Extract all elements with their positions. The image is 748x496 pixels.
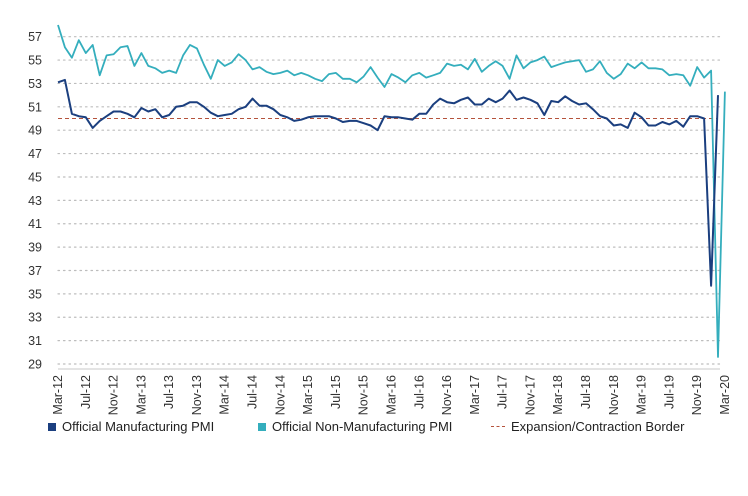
- x-tick-label: Jul-17: [496, 375, 510, 409]
- series-lines: [57, 24, 726, 358]
- y-tick-label: 37: [28, 264, 42, 278]
- x-tick-label: Mar-17: [468, 375, 482, 415]
- x-tick-label: Nov-15: [357, 375, 371, 415]
- x-tick-label: Mar-15: [301, 375, 315, 415]
- non-manufacturing-pmi-line: [57, 24, 726, 358]
- x-tick-label: Mar-14: [218, 375, 232, 415]
- x-tick-label: Nov-19: [690, 375, 704, 415]
- manufacturing-pmi-line: [57, 78, 719, 287]
- legend-label-non-manufacturing: Official Non-Manufacturing PMI: [272, 419, 453, 434]
- x-tick-label: Nov-13: [190, 375, 204, 415]
- y-tick-label: 53: [28, 77, 42, 91]
- x-axis-ticks: Mar-12 Jul-12 Nov-12 Mar-13 Jul-13 Nov-13 Mar-…: [51, 375, 732, 415]
- legend-item-manufacturing: Official Manufacturing PMI: [48, 419, 214, 434]
- x-tick-label: Jul-18: [579, 375, 593, 409]
- x-tick-label: Jul-12: [79, 375, 93, 409]
- chart-legend: Official Manufacturing PMI Official Non-…: [0, 419, 748, 443]
- legend-item-border: Expansion/Contraction Border: [491, 419, 684, 434]
- x-tick-label: Mar-12: [51, 375, 65, 415]
- legend-item-non-manufacturing: Official Non-Manufacturing PMI: [258, 419, 452, 434]
- x-tick-label: Nov-16: [440, 375, 454, 415]
- legend-swatch-manufacturing: [48, 422, 56, 431]
- legend-label-manufacturing: Official Manufacturing PMI: [62, 419, 215, 434]
- y-tick-label: 45: [28, 170, 42, 184]
- y-tick-label: 33: [28, 311, 42, 325]
- y-tick-label: 41: [28, 217, 42, 231]
- y-tick-label: 51: [28, 100, 42, 114]
- y-tick-label: 49: [28, 124, 42, 138]
- y-axis-ticks: 29 31 33 35 37 39 41 43 45 47 49 51 53 55 57: [28, 30, 42, 371]
- legend-swatch-non-manufacturing: [258, 422, 266, 431]
- y-tick-label: 29: [28, 358, 42, 372]
- legend-swatch-border: [491, 426, 505, 427]
- x-tick-label: Mar-20: [718, 375, 732, 415]
- x-tick-label: Jul-19: [662, 375, 676, 409]
- x-tick-label: Jul-15: [329, 375, 343, 409]
- y-tick-label: 57: [28, 30, 42, 44]
- x-tick-label: Nov-17: [523, 375, 537, 415]
- x-tick-label: Mar-16: [384, 375, 398, 415]
- x-tick-label: Nov-14: [273, 375, 287, 415]
- x-tick-label: Jul-16: [412, 375, 426, 409]
- x-tick-label: Mar-18: [551, 375, 565, 415]
- x-tick-label: Nov-12: [107, 375, 121, 415]
- grid-lines: [57, 36, 721, 370]
- x-tick-label: Jul-14: [246, 375, 260, 409]
- y-tick-label: 55: [28, 54, 42, 68]
- x-tick-label: Mar-19: [635, 375, 649, 415]
- y-tick-label: 31: [28, 334, 42, 348]
- x-tick-label: Mar-13: [134, 375, 148, 415]
- legend-label-border: Expansion/Contraction Border: [511, 419, 685, 434]
- x-tick-label: Jul-13: [162, 375, 176, 409]
- y-tick-label: 43: [28, 194, 42, 208]
- y-tick-label: 35: [28, 287, 42, 301]
- y-tick-label: 39: [28, 241, 42, 255]
- y-tick-label: 47: [28, 147, 42, 161]
- x-tick-label: Nov-18: [607, 375, 621, 415]
